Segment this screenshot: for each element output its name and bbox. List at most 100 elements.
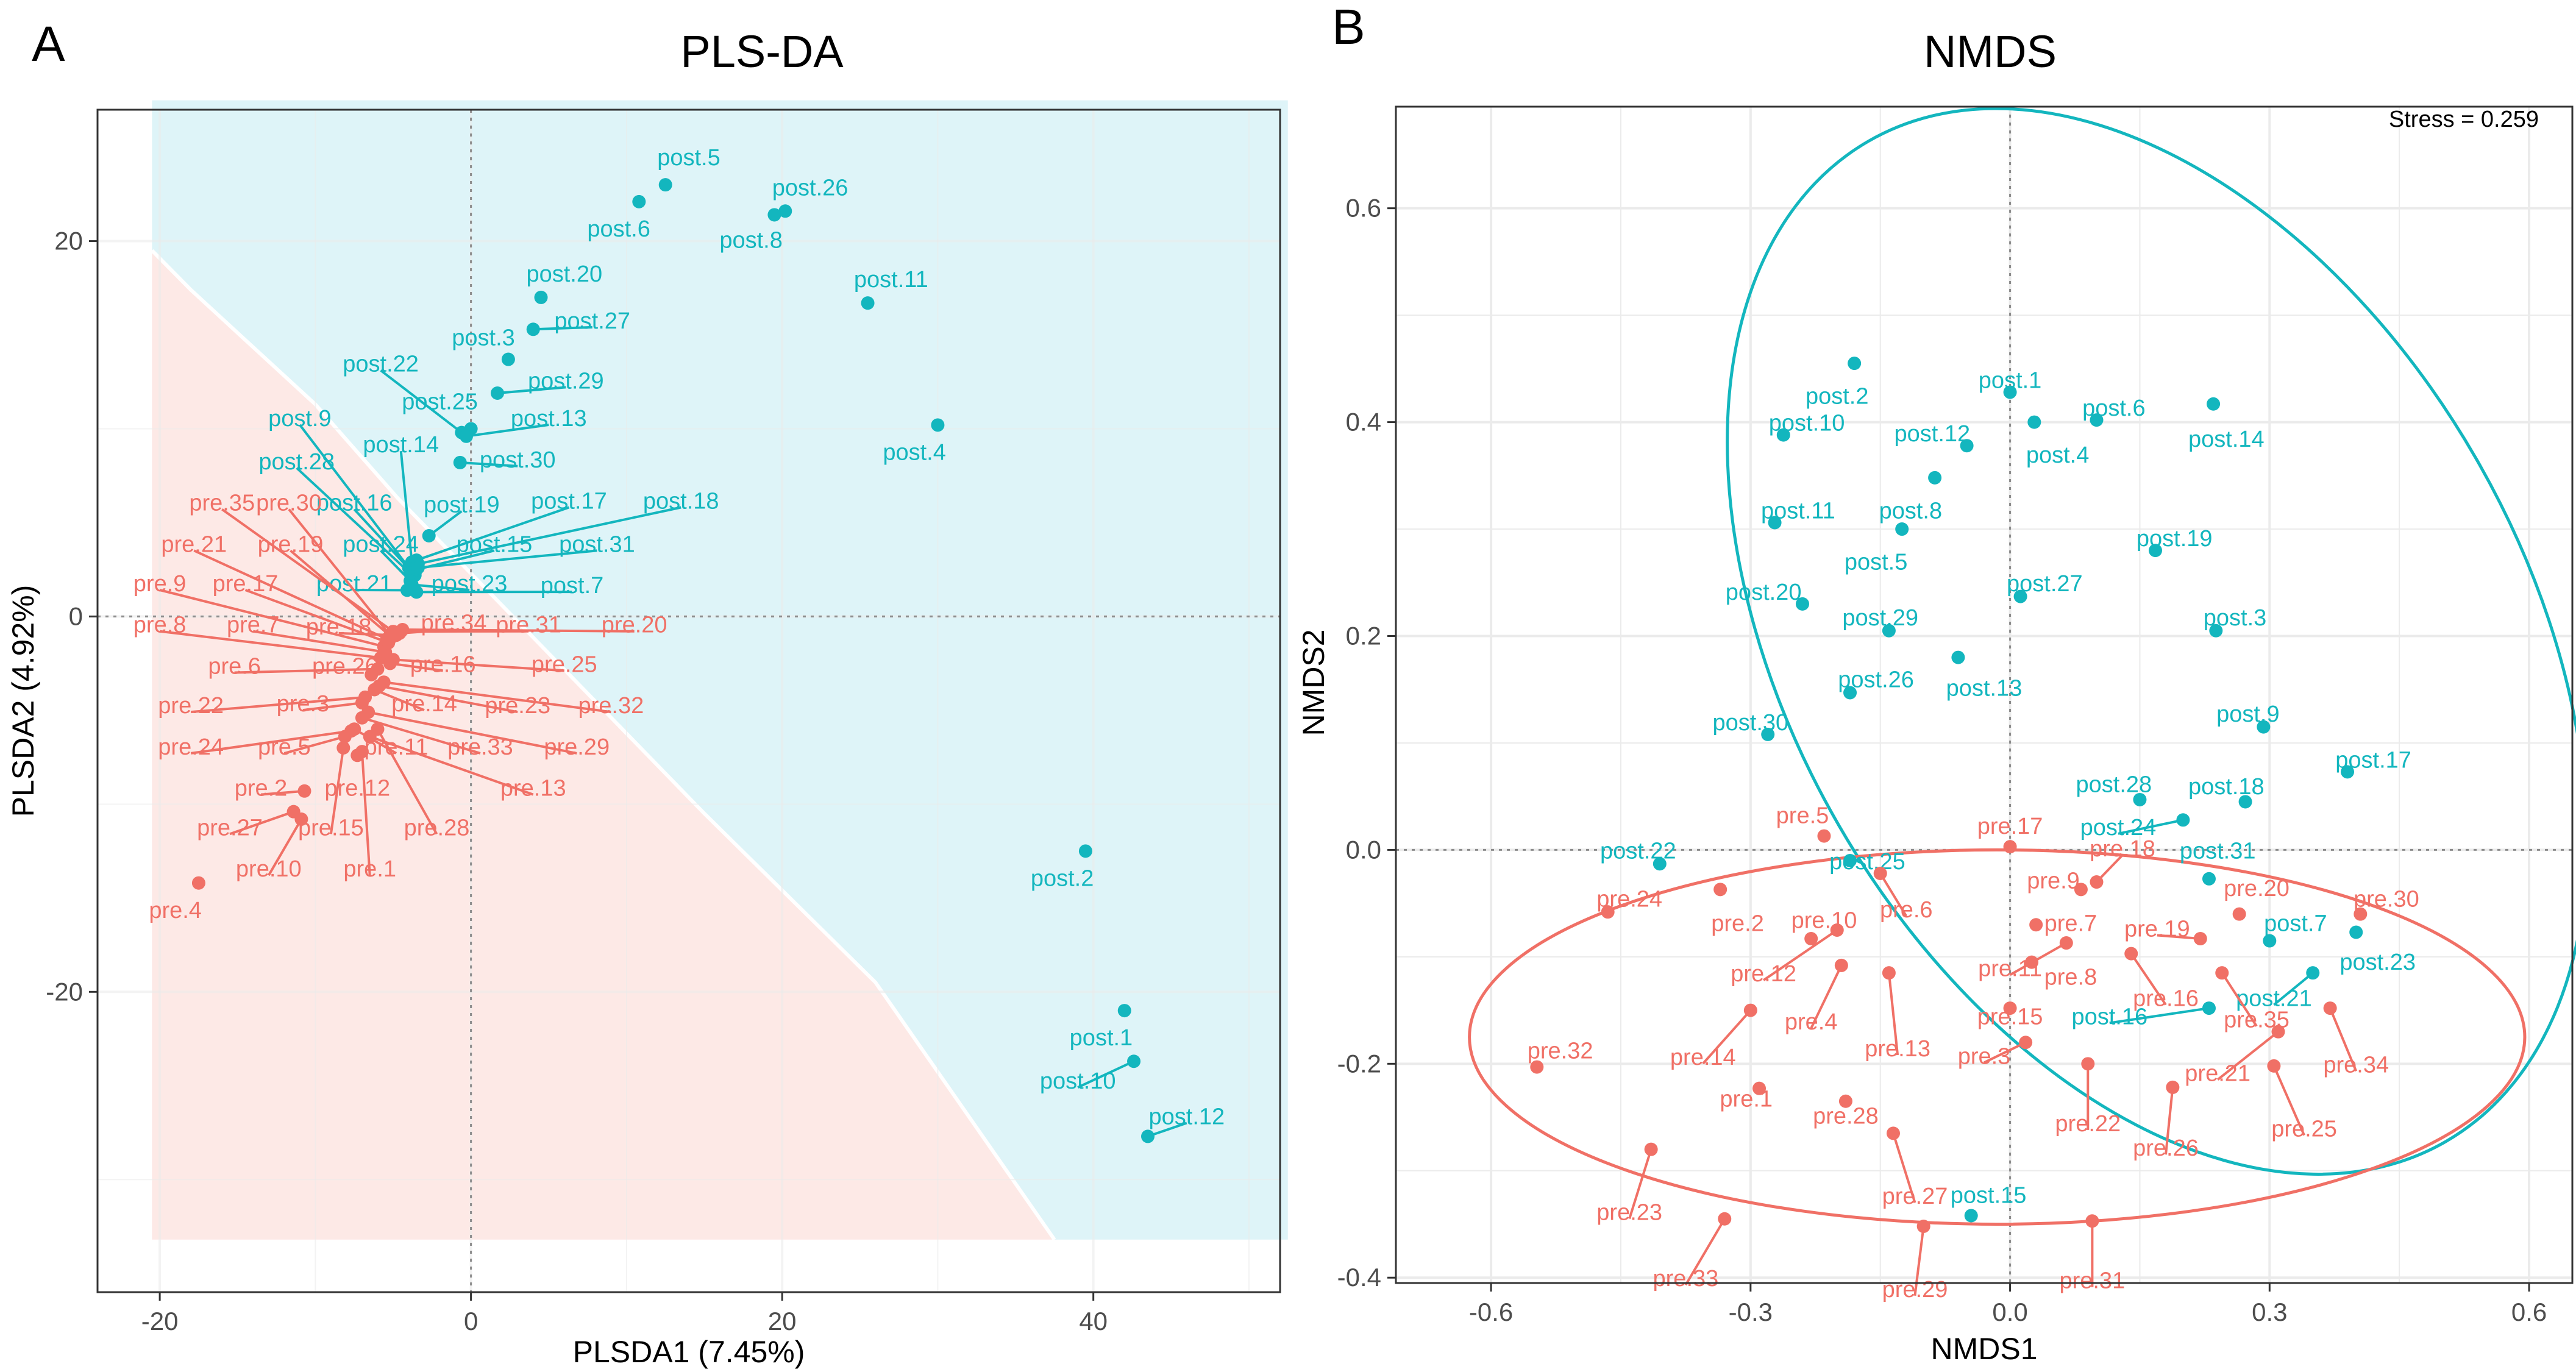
data-point [2124,947,2138,961]
post-region [152,100,1288,1240]
pre-confidence-ellipse [1468,848,2527,1226]
point-label: pre.32 [578,693,644,719]
point-label: pre.18 [2090,836,2155,862]
leader-line [1628,1149,1653,1220]
data-point [2202,1001,2216,1015]
pre-series: pre.5 pre.17 pre.18 pre.9 pre.24 pre.2 pre.10 p… [1528,803,2419,1303]
point-label: pre.25 [2271,1117,2337,1142]
leader-line [399,450,413,563]
point-label: post.19 [2137,526,2213,552]
data-point [1795,597,1809,611]
data-point [1873,867,1887,881]
data-point [778,204,792,218]
point-label: pre.22 [158,693,224,719]
data-point [191,876,205,890]
gridlines [1396,107,2572,1283]
point-label: pre.28 [404,815,470,841]
nmds-panel: post.2 post.1 post.6 post.14 post.10 post.12 p… [1337,105,2576,1326]
point-label: post.31 [2180,838,2256,864]
point-label: post.18 [2188,774,2265,800]
data-point [365,667,379,681]
data-point [2354,907,2368,921]
panel-b-xlabel: NMDS1 [1930,1332,2037,1366]
panel-a-letter: A [32,16,65,72]
point-label: post.24 [343,531,419,557]
y-tick-label: -0.4 [1337,1263,1381,1292]
x-tick-label: -0.3 [1729,1298,1773,1326]
data-point [2133,792,2147,806]
post-confidence-ellipse [1726,107,2576,1176]
panel-a-title: PLS-DA [680,26,844,77]
data-point [1804,932,1818,946]
y-tick-label: 0.4 [1346,408,1381,436]
point-label: post.8 [1879,498,1943,524]
point-label: post.26 [772,175,849,201]
x-tick-label: 40 [1079,1307,1108,1335]
leader-line [2273,972,2314,1006]
data-point [1928,471,1942,485]
point-label: post.25 [1829,849,1905,875]
leader-line [229,810,294,836]
point-label: pre.17 [213,571,279,597]
gridlines [98,110,1280,1292]
point-label: post.7 [541,573,604,599]
point-label: pre.26 [2133,1136,2199,1161]
data-point [1882,624,1896,638]
leader-line [1887,972,1899,1056]
panel-a-ylabel: PLSDA2 (4.92%) [6,585,40,817]
point-label: post.28 [258,449,335,475]
plot-background [1396,107,2572,1283]
point-label: post.12 [1895,421,1971,447]
data-point [501,352,515,366]
data-point [2349,925,2363,939]
leader-line [460,461,518,467]
stress-annotation: Stress = 0.259 [2389,107,2539,132]
point-label: post.3 [452,325,515,351]
data-point [297,784,311,798]
leader-line [2009,942,2067,976]
leader-line [2329,1008,2358,1072]
point-label: post.30 [480,447,556,473]
leader-line [368,711,577,755]
point-label: pre.12 [324,776,390,802]
point-label: post.23 [2339,950,2416,975]
x-tick-label: -20 [141,1307,179,1335]
point-label: post.17 [531,489,607,514]
y-tick-label: 0.2 [1346,622,1381,650]
x-tick-label: 0 [464,1307,478,1335]
point-label: pre.12 [1731,961,1796,987]
point-label: post.27 [2007,571,2083,597]
point-label: pre.19 [2124,916,2190,942]
data-point [377,675,391,689]
data-point [2059,936,2073,950]
leader-line [393,658,564,672]
point-label: pre.24 [1596,886,1662,912]
point-label: post.19 [424,492,500,518]
point-label: pre.13 [1865,1036,1930,1062]
point-label: pre.23 [1596,1200,1662,1225]
plsda-panel: post.5post.6post.26post.8post.11post.20p… [46,100,1288,1335]
leader-line [361,716,481,755]
data-point [2003,385,2017,399]
point-label: post.30 [1713,710,1789,736]
point-label: post.31 [559,531,635,557]
leader-line [302,702,363,712]
point-label: pre.3 [1958,1043,2011,1069]
point-label: pre.24 [158,734,224,760]
data-point [347,722,361,736]
point-label: pre.21 [161,531,227,557]
point-label: post.14 [2188,427,2265,452]
point-label: post.3 [2204,605,2267,631]
point-label: post.10 [1769,411,1845,436]
leader-line [353,508,416,577]
point-label: post.4 [2026,443,2090,468]
point-label: post.12 [1149,1104,1225,1130]
data-point [1127,1054,1141,1068]
data-point [2193,932,2207,946]
leader-line [2118,819,2183,835]
point-label: post.22 [343,352,419,377]
point-label: post.6 [2082,396,2146,421]
data-point [2019,1036,2033,1050]
point-label: post.8 [719,227,783,253]
data-point [2003,840,2017,854]
